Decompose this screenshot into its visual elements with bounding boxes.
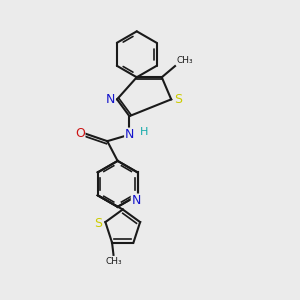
Text: N: N xyxy=(106,93,115,106)
Text: S: S xyxy=(94,217,102,230)
Text: CH₃: CH₃ xyxy=(176,56,193,64)
Text: S: S xyxy=(174,93,182,106)
Text: N: N xyxy=(131,194,141,207)
Text: N: N xyxy=(125,128,134,141)
Text: CH₃: CH₃ xyxy=(105,257,122,266)
Text: O: O xyxy=(75,127,85,140)
Text: H: H xyxy=(140,127,148,137)
